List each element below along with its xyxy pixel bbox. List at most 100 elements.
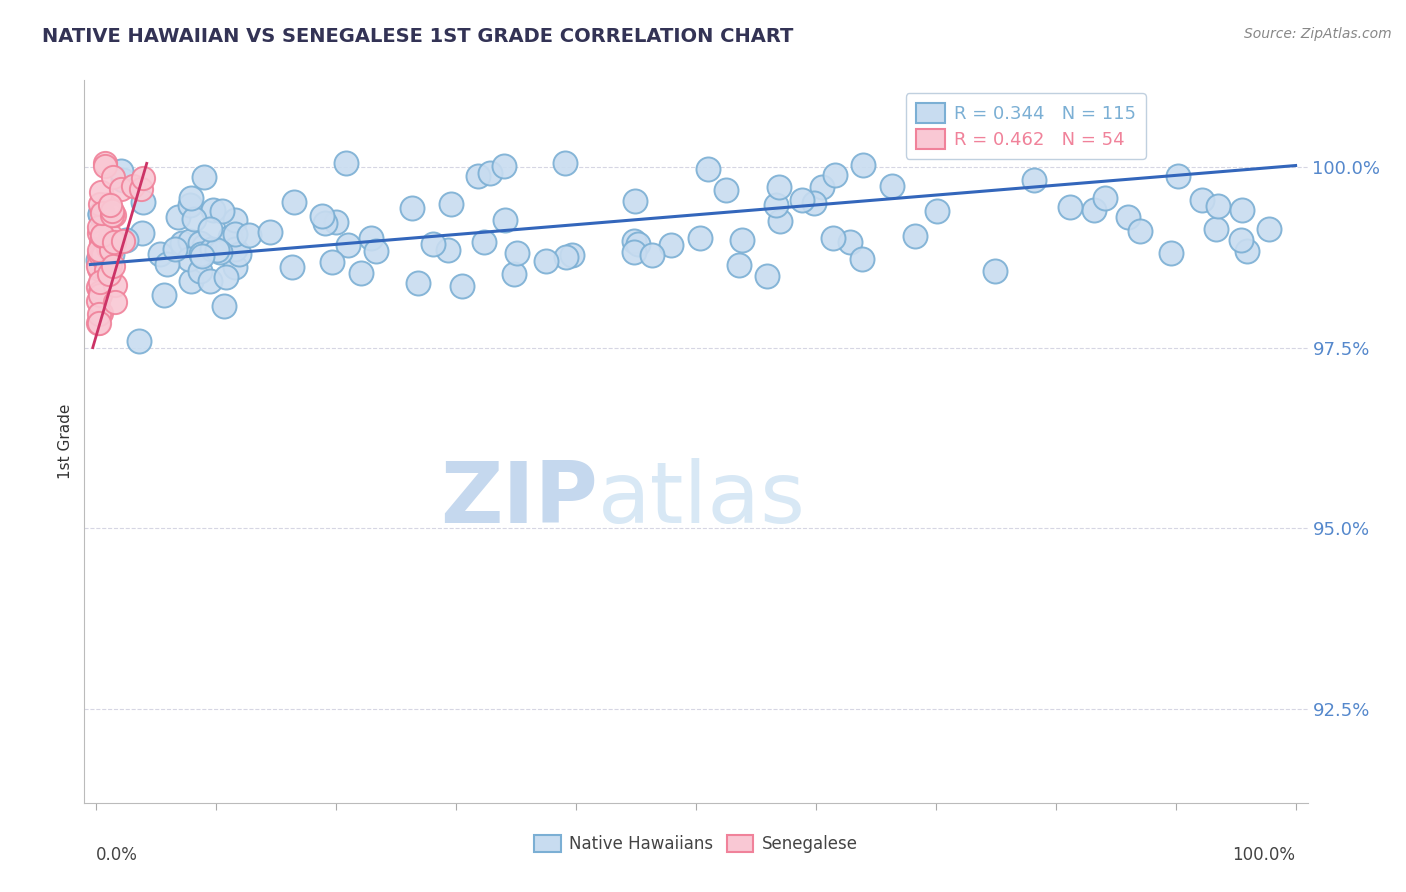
Point	[904, 229, 927, 244]
Point	[90, 306, 112, 320]
Point	[281, 260, 304, 274]
Point	[360, 231, 382, 245]
Point	[756, 268, 779, 283]
Point	[97, 251, 120, 265]
Point	[624, 194, 647, 208]
Point	[627, 236, 650, 251]
Point	[170, 236, 193, 251]
Point	[200, 242, 222, 256]
Point	[689, 231, 711, 245]
Point	[440, 196, 463, 211]
Point	[179, 235, 201, 249]
Point	[502, 267, 524, 281]
Point	[94, 263, 117, 277]
Point	[198, 274, 221, 288]
Point	[100, 229, 122, 244]
Point	[1129, 224, 1152, 238]
Point	[224, 260, 246, 274]
Point	[94, 238, 117, 252]
Point	[1205, 222, 1227, 236]
Point	[89, 316, 111, 330]
Point	[1024, 173, 1046, 187]
Point	[350, 266, 373, 280]
Point	[97, 267, 120, 281]
Point	[101, 169, 124, 184]
Point	[156, 257, 179, 271]
Point	[1236, 244, 1258, 258]
Point	[193, 239, 215, 253]
Point	[838, 235, 860, 249]
Point	[1206, 199, 1229, 213]
Point	[852, 158, 875, 172]
Point	[188, 264, 211, 278]
Point	[190, 236, 212, 251]
Point	[803, 195, 825, 210]
Point	[983, 264, 1005, 278]
Point	[90, 205, 112, 219]
Point	[87, 317, 110, 331]
Point	[1116, 210, 1139, 224]
Point	[823, 231, 845, 245]
Point	[259, 226, 281, 240]
Point	[167, 210, 190, 224]
Point	[110, 164, 132, 178]
Point	[212, 299, 235, 313]
Point	[554, 250, 576, 264]
Point	[94, 254, 117, 268]
Point	[114, 233, 136, 247]
Point	[364, 244, 387, 259]
Point	[94, 211, 117, 225]
Text: NATIVE HAWAIIAN VS SENEGALESE 1ST GRADE CORRELATION CHART: NATIVE HAWAIIAN VS SENEGALESE 1ST GRADE …	[42, 27, 793, 45]
Point	[131, 226, 153, 240]
Point	[91, 248, 114, 262]
Point	[90, 229, 112, 244]
Point	[91, 204, 114, 219]
Text: Source: ZipAtlas.com: Source: ZipAtlas.com	[1244, 27, 1392, 41]
Point	[1230, 202, 1253, 217]
Point	[177, 252, 200, 266]
Point	[180, 191, 202, 205]
Point	[659, 238, 682, 252]
Point	[98, 198, 121, 212]
Point	[224, 242, 246, 256]
Point	[131, 182, 153, 196]
Point	[311, 209, 333, 223]
Point	[180, 274, 202, 288]
Point	[554, 156, 576, 170]
Point	[89, 227, 111, 241]
Point	[336, 238, 359, 252]
Text: 0.0%: 0.0%	[97, 847, 138, 864]
Point	[211, 204, 233, 219]
Point	[205, 243, 228, 257]
Point	[128, 334, 150, 348]
Point	[89, 258, 111, 272]
Point	[1059, 200, 1081, 214]
Point	[697, 161, 720, 176]
Point	[623, 244, 645, 259]
Point	[283, 194, 305, 209]
Point	[824, 168, 846, 182]
Point	[87, 220, 110, 235]
Text: atlas: atlas	[598, 458, 806, 541]
Point	[98, 197, 121, 211]
Point	[93, 209, 115, 223]
Point	[321, 254, 343, 268]
Point	[103, 235, 125, 249]
Point	[1191, 193, 1213, 207]
Point	[1083, 203, 1105, 218]
Point	[190, 246, 212, 260]
Point	[132, 170, 155, 185]
Point	[1094, 191, 1116, 205]
Point	[87, 293, 110, 308]
Text: ZIP: ZIP	[440, 458, 598, 541]
Point	[87, 262, 110, 277]
Point	[89, 207, 111, 221]
Point	[467, 169, 489, 183]
Point	[89, 275, 111, 289]
Point	[436, 243, 458, 257]
Point	[100, 246, 122, 260]
Point	[97, 241, 120, 255]
Text: 100.0%: 100.0%	[1233, 847, 1295, 864]
Point	[228, 247, 250, 261]
Point	[100, 243, 122, 257]
